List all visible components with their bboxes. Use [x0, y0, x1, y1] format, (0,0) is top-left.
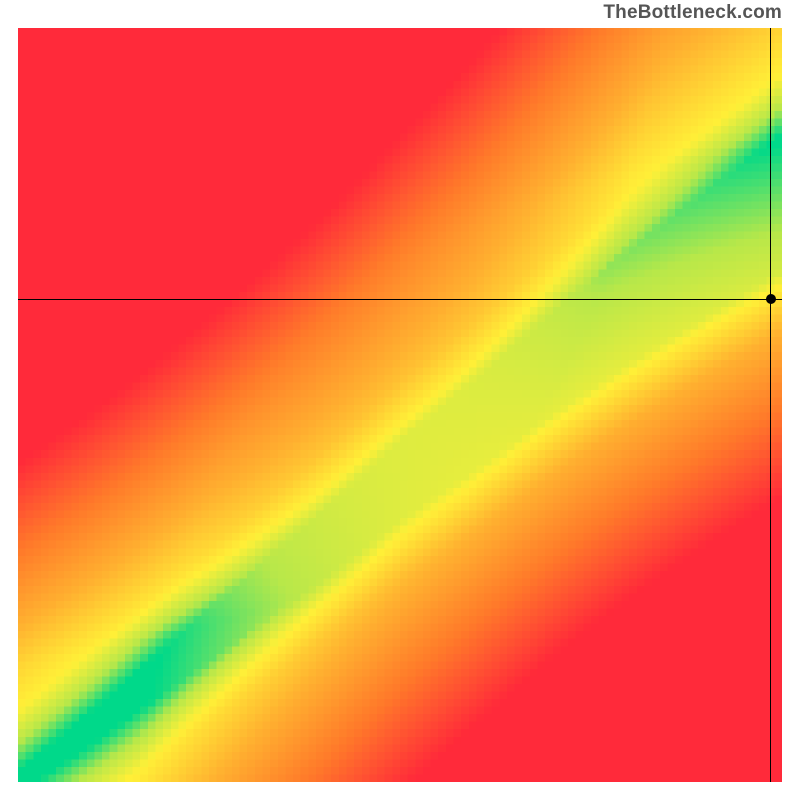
bottleneck-heatmap [18, 28, 782, 782]
crosshair-horizontal [18, 299, 782, 300]
heatmap-canvas [18, 28, 782, 782]
crosshair-vertical [770, 28, 771, 782]
watermark-text: TheBottleneck.com [603, 2, 782, 24]
crosshair-marker [766, 294, 776, 304]
